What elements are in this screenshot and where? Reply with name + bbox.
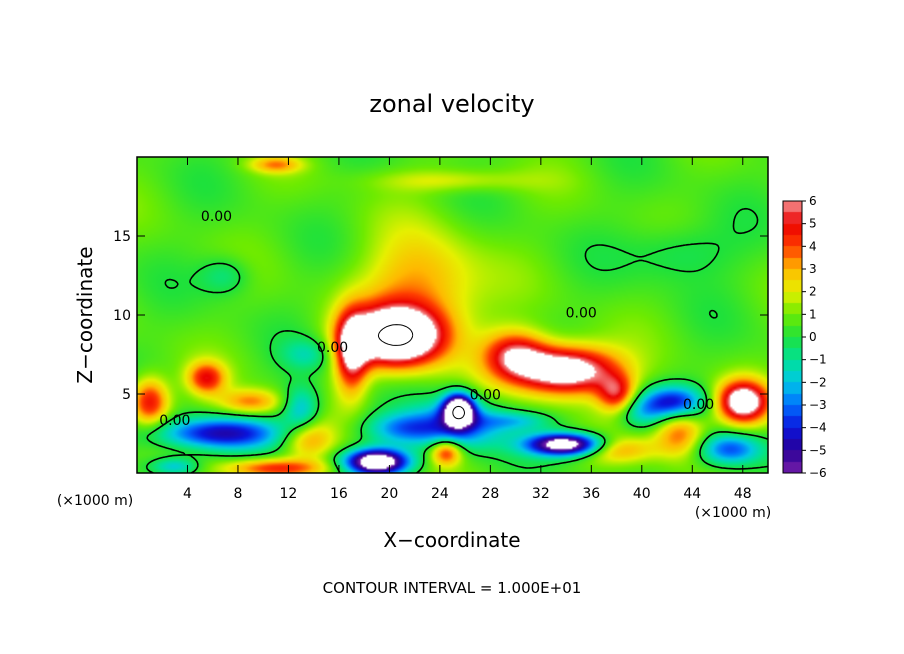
contour-line-10 [377, 324, 414, 346]
x-tick-label-44: 44 [683, 486, 701, 502]
zero-contour-lines [145, 207, 768, 473]
contour-label-3: 0.00 [470, 388, 501, 404]
contour-label-2: 0.00 [317, 340, 348, 356]
colorbar: 6 5 4 3 2 1 0 −1 −2 −3 −4 −5 −6 [782, 194, 827, 480]
colorbar-tick-label--2: −2 [809, 375, 827, 389]
x-tick-label-40: 40 [633, 486, 651, 502]
y-axis-ticks: 5 10 15 [113, 229, 768, 403]
colorbar-tick-label--1: −1 [809, 353, 827, 367]
y-tick-label-15: 15 [113, 229, 131, 245]
velocity-field-image [137, 157, 768, 473]
contour-labels: 0.00 0.00 0.00 0.00 0.00 0.00 [159, 209, 714, 429]
x-axis-title: X−coordinate [383, 528, 520, 552]
y-tick-label-5: 5 [122, 387, 131, 403]
colorbar-tick-label-6: 6 [809, 194, 817, 208]
contour-label-4: 0.00 [159, 413, 190, 429]
contour-line--10 [452, 405, 465, 420]
plot-area: 0.00 0.00 0.00 0.00 0.00 0.00 [136, 156, 769, 474]
contour-line-0 [145, 207, 768, 473]
contour-label-5: 0.00 [683, 397, 714, 413]
x-axis-ticks: 4 8 12 16 20 24 28 32 36 40 44 48 [183, 157, 752, 502]
x-tick-label-8: 8 [233, 486, 242, 502]
colorbar-tick-label-3: 3 [809, 262, 817, 276]
contour-label-1: 0.00 [566, 305, 597, 321]
x-tick-label-48: 48 [734, 486, 752, 502]
x-tick-label-28: 28 [481, 486, 499, 502]
x-tick-label-24: 24 [431, 486, 449, 502]
colorbar-tick-label--6: −6 [809, 466, 827, 480]
colorbar-tick-label-1: 1 [809, 307, 817, 321]
x-unit-label-right: (×1000 m) [695, 505, 771, 521]
colorbar-tick-label-5: 5 [809, 217, 817, 231]
x-tick-label-4: 4 [183, 486, 192, 502]
colorbar-tick-label--5: −5 [809, 443, 827, 457]
colorbar-ticks: 6 5 4 3 2 1 0 −1 −2 −3 −4 −5 −6 [802, 194, 827, 480]
colorbar-tick-label-2: 2 [809, 285, 817, 299]
x-tick-label-36: 36 [582, 486, 600, 502]
x-tick-label-12: 12 [280, 486, 298, 502]
chart-title: zonal velocity [369, 90, 534, 118]
colorbar-gradient [783, 201, 802, 473]
x-tick-label-32: 32 [532, 486, 550, 502]
x-tick-label-20: 20 [380, 486, 398, 502]
contour-label-0: 0.00 [201, 209, 232, 225]
y-tick-label-10: 10 [113, 308, 131, 324]
colorbar-tick-label--4: −4 [809, 421, 827, 435]
colorbar-tick-label--3: −3 [809, 398, 827, 412]
x-tick-label-16: 16 [330, 486, 348, 502]
colorbar-tick-label-0: 0 [809, 330, 817, 344]
y-axis-title: Z−coordinate [73, 246, 97, 383]
contour-interval-note: CONTOUR INTERVAL = 1.000E+01 [323, 579, 582, 597]
colorbar-tick-label-4: 4 [809, 239, 817, 253]
x-unit-label-left: (×1000 m) [57, 493, 133, 509]
